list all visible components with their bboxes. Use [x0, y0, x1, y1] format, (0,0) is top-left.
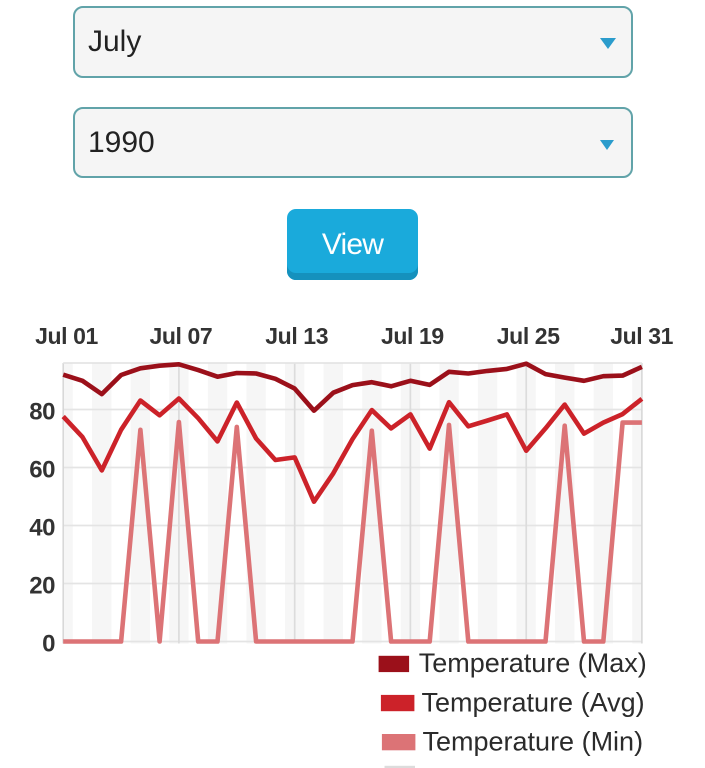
svg-text:Jul 07: Jul 07 — [149, 323, 212, 349]
svg-text:0: 0 — [42, 631, 55, 658]
svg-text:60: 60 — [29, 457, 55, 484]
svg-text:Temperature (Max): Temperature (Max) — [419, 648, 647, 678]
svg-text:Jul 13: Jul 13 — [265, 323, 328, 349]
svg-text:80: 80 — [29, 399, 55, 426]
svg-text:Jul 19: Jul 19 — [381, 323, 444, 349]
svg-text:Temperature (Min): Temperature (Min) — [423, 726, 644, 756]
svg-text:Jul 31: Jul 31 — [610, 323, 673, 349]
svg-text:20: 20 — [29, 573, 55, 600]
svg-text:40: 40 — [29, 515, 55, 542]
svg-text:Jul 25: Jul 25 — [497, 323, 560, 349]
svg-text:Temperature (Avg): Temperature (Avg) — [422, 687, 645, 717]
svg-text:Jul 01: Jul 01 — [35, 323, 98, 349]
